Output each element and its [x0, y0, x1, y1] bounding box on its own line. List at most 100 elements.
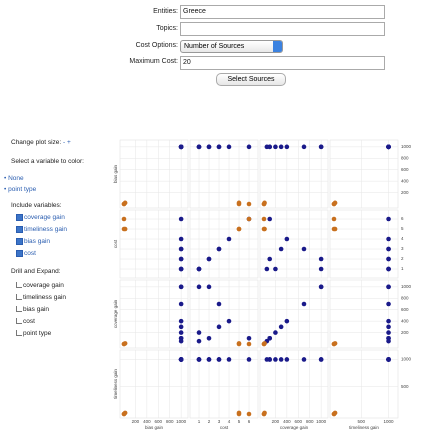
point	[331, 216, 337, 222]
x-tick-label: 200	[132, 419, 140, 424]
point	[216, 144, 222, 150]
label: point type	[8, 186, 37, 193]
point	[246, 335, 252, 341]
topics-input[interactable]	[180, 22, 385, 36]
point	[236, 200, 242, 206]
panel	[119, 139, 189, 209]
panel	[189, 279, 259, 349]
drill-item[interactable]: bias gain	[16, 305, 49, 314]
color-option[interactable]: • point type	[4, 186, 37, 193]
point	[178, 357, 184, 362]
label: timeliness gain	[24, 226, 67, 233]
point	[301, 357, 307, 362]
panel	[119, 349, 189, 419]
point	[264, 266, 270, 272]
point	[261, 216, 267, 222]
point	[246, 216, 252, 222]
point	[178, 301, 184, 307]
plus[interactable]: +	[67, 139, 71, 146]
checkbox[interactable]	[16, 306, 22, 313]
field-label: Topics:	[156, 25, 178, 32]
panel	[329, 279, 399, 349]
x-tick-label: 1000	[384, 419, 395, 424]
checkbox[interactable]	[16, 213, 23, 221]
label: coverage gain	[23, 282, 64, 289]
point	[122, 226, 128, 232]
panel	[119, 279, 189, 349]
checkbox[interactable]	[16, 249, 23, 257]
drill-item[interactable]: coverage gain	[16, 281, 64, 290]
select-sources-button[interactable]: Select Sources	[216, 73, 286, 86]
entities-input[interactable]: Greece	[180, 5, 385, 19]
drill-item[interactable]: cost	[16, 317, 35, 326]
color-prompt: Select a variable to color:	[11, 158, 84, 165]
checkbox[interactable]	[16, 282, 22, 289]
checkbox[interactable]	[16, 237, 23, 245]
x-tick-label: 400	[143, 419, 151, 424]
point	[236, 226, 242, 232]
point	[301, 246, 307, 252]
point	[122, 410, 128, 416]
checkbox[interactable]	[16, 330, 22, 337]
color-option[interactable]: • None	[4, 175, 24, 182]
panel	[329, 349, 399, 419]
point	[262, 410, 267, 416]
y-tick-label: 1	[401, 266, 404, 271]
panel	[119, 209, 189, 279]
x-tick-label: 2	[208, 419, 211, 424]
y-tick-label: 1000	[401, 284, 412, 289]
point	[386, 266, 391, 272]
max-cost-input[interactable]: 20	[180, 56, 385, 70]
y-tick-label: 800	[401, 295, 409, 300]
point	[386, 330, 391, 335]
point	[301, 144, 307, 150]
point	[196, 330, 202, 335]
point	[332, 226, 338, 232]
label: coverage gain	[24, 214, 65, 221]
point	[216, 324, 222, 330]
point	[246, 201, 252, 207]
y-tick-label: 200	[401, 190, 409, 195]
include-item[interactable]: timeliness gain	[16, 225, 67, 234]
point	[262, 200, 267, 206]
point	[226, 236, 232, 242]
panel	[189, 349, 259, 419]
y-tick-label: 6	[401, 216, 404, 221]
label: cost	[23, 318, 35, 325]
x-tick-label: 200	[272, 419, 280, 424]
point	[122, 200, 128, 206]
point	[262, 226, 267, 232]
include-item[interactable]: cost	[16, 249, 36, 258]
point	[246, 144, 252, 150]
checkbox[interactable]	[16, 294, 22, 301]
include-item[interactable]: coverage gain	[16, 213, 65, 222]
point	[226, 144, 232, 150]
point	[196, 266, 202, 272]
checkbox[interactable]	[16, 318, 22, 325]
point	[122, 341, 128, 346]
row-label: timeliness gain	[113, 369, 118, 399]
include-item[interactable]: bias gain	[16, 237, 50, 246]
y-tick-label: 2	[401, 256, 404, 261]
point	[386, 236, 391, 242]
x-tick-label: 6	[248, 419, 251, 424]
point	[318, 144, 324, 150]
drill-item[interactable]: timeliness gain	[16, 293, 66, 302]
point	[284, 236, 290, 242]
checkbox[interactable]	[16, 225, 23, 233]
cost-select[interactable]: Number of Sources	[180, 40, 283, 53]
panel	[189, 209, 259, 279]
point	[267, 335, 273, 341]
point	[273, 330, 278, 335]
x-tick-label: 1	[198, 419, 201, 424]
field-label: Entities:	[153, 8, 178, 15]
drill-item[interactable]: point type	[16, 329, 51, 338]
point	[386, 216, 391, 222]
point	[332, 341, 338, 346]
point	[386, 324, 391, 330]
panel	[259, 139, 329, 209]
minus[interactable]: -	[63, 139, 66, 146]
row-label: cost	[113, 239, 118, 248]
